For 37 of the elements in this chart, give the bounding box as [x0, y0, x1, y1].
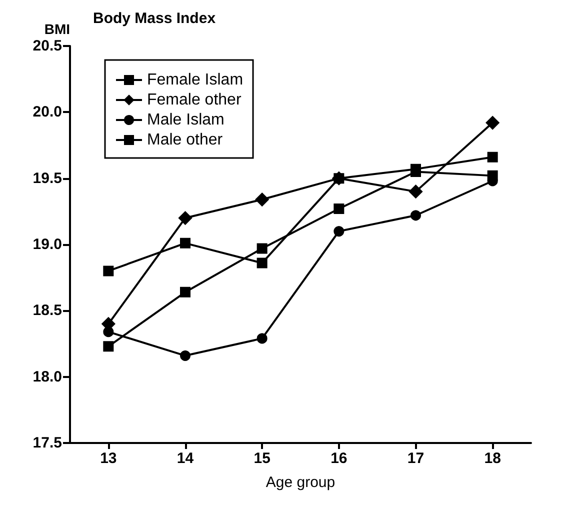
y-tick-label: 19.0 [32, 236, 62, 253]
x-tick-label: 14 [176, 450, 194, 467]
point [103, 266, 114, 276]
y-tick-label: 17.5 [32, 434, 62, 452]
y-tick-label: 20.5 [32, 38, 62, 54]
x-tick-label: 15 [254, 450, 270, 467]
point [410, 210, 421, 221]
legend-label: Male Islam [147, 112, 224, 128]
point [256, 243, 268, 254]
point [255, 192, 269, 206]
x-tick-label: 17 [407, 450, 424, 467]
x-tick-label: 18 [484, 450, 501, 467]
legend-label: Female Islam [147, 72, 244, 88]
point [486, 116, 500, 130]
point [103, 341, 114, 352]
point [334, 204, 344, 214]
x-axis-title: Age group [266, 474, 336, 491]
point [180, 350, 190, 361]
point [256, 333, 268, 344]
y-tick-label: 20.0 [32, 104, 62, 121]
point [409, 184, 422, 198]
legend-label: Female other [147, 92, 242, 108]
x-tick-label: 13 [100, 450, 117, 467]
y-tick-label: 18.5 [32, 302, 62, 320]
point [487, 152, 498, 162]
y-axis-title: BMI [44, 21, 70, 37]
point [178, 211, 192, 225]
chart-title: Body Mass Index [93, 10, 216, 27]
point [180, 286, 190, 298]
point [256, 258, 268, 268]
point [103, 326, 114, 338]
y-tick-label: 18.0 [32, 368, 62, 386]
legend-label: Male other [147, 132, 224, 148]
x-tick-label: 16 [330, 450, 348, 467]
point [334, 226, 344, 237]
point [180, 238, 190, 248]
y-tick-label: 19.5 [32, 170, 62, 187]
